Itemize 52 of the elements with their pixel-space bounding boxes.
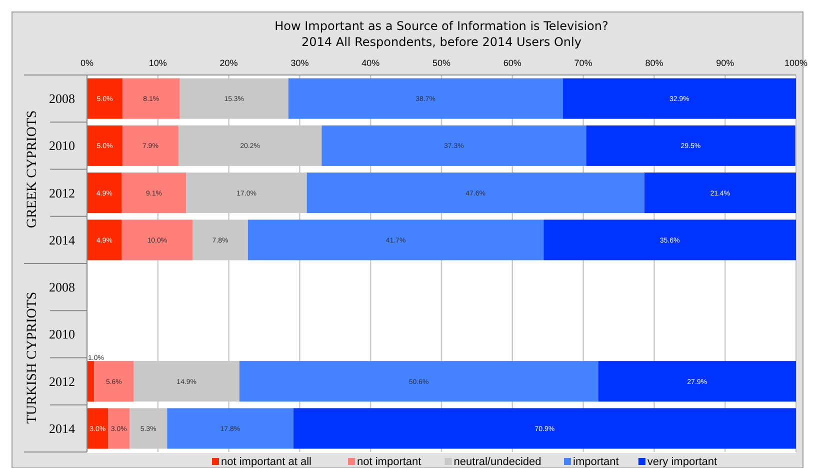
x-tick-label: 30% bbox=[290, 58, 309, 68]
bar bbox=[122, 172, 186, 214]
x-tick-label: 50% bbox=[432, 58, 451, 68]
y-tick-label: 2010 bbox=[49, 326, 75, 342]
bar bbox=[544, 220, 796, 260]
y-tick-label: 2010 bbox=[49, 138, 75, 154]
y-tick-label: 2008 bbox=[49, 280, 75, 295]
x-tick-label: 40% bbox=[362, 58, 380, 68]
bar bbox=[87, 408, 108, 449]
bar bbox=[87, 125, 122, 166]
chart-subtitle: 2014 All Respondents, before 2014 Users Only bbox=[302, 35, 582, 49]
chart-title: How Important as a Source of Information is Television? bbox=[274, 19, 608, 33]
y-tick-label: 2014 bbox=[49, 420, 76, 436]
bar bbox=[562, 78, 796, 119]
bar bbox=[122, 125, 178, 166]
bar bbox=[108, 408, 130, 449]
bar bbox=[122, 220, 193, 260]
bar bbox=[288, 78, 563, 119]
y-tick-label: 2008 bbox=[49, 91, 75, 106]
bar bbox=[239, 361, 598, 402]
bar bbox=[87, 172, 122, 214]
x-tick-label: 100% bbox=[784, 58, 808, 68]
bar bbox=[248, 220, 544, 260]
x-tick-label: 80% bbox=[645, 58, 664, 68]
text: TURKISH CYPRIOTS bbox=[24, 292, 40, 424]
x-tick-label: 70% bbox=[574, 58, 592, 68]
bar bbox=[94, 361, 134, 402]
bar bbox=[644, 172, 796, 214]
x-tick-label: 90% bbox=[716, 58, 734, 68]
bar bbox=[87, 220, 122, 260]
bar bbox=[293, 408, 796, 449]
x-tick-label: 60% bbox=[503, 58, 522, 68]
legend-label: not important bbox=[357, 456, 422, 468]
bar bbox=[87, 78, 122, 119]
bar bbox=[167, 408, 294, 449]
x-tick-label: 20% bbox=[220, 58, 238, 68]
text: GREEK CYPRIOTS bbox=[24, 110, 40, 228]
legend-label: neutral/undecided bbox=[454, 456, 542, 468]
x-tick-label: 0% bbox=[80, 58, 94, 68]
bar bbox=[322, 125, 586, 166]
legend-label: not important at all bbox=[221, 456, 312, 468]
y-tick-label: 2012 bbox=[49, 185, 75, 200]
y-tick-label: 2012 bbox=[49, 374, 75, 389]
y-tick-label: 2014 bbox=[49, 232, 76, 248]
legend-label: important bbox=[573, 456, 619, 468]
legend-label: very important bbox=[647, 456, 718, 468]
bar bbox=[306, 172, 644, 214]
x-tick-label: 10% bbox=[148, 58, 167, 68]
bar bbox=[87, 361, 94, 402]
bar bbox=[122, 78, 180, 119]
bar bbox=[586, 125, 796, 166]
bar bbox=[598, 361, 796, 402]
